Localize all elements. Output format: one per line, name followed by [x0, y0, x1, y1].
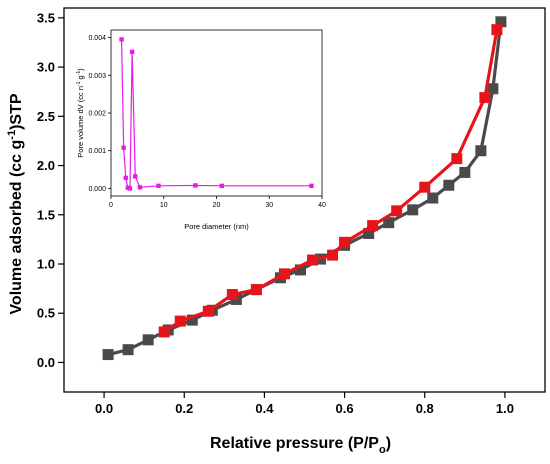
data-point — [427, 192, 439, 204]
x-axis-label-end: ) — [386, 435, 391, 452]
data-point — [339, 236, 351, 248]
data-point — [419, 181, 431, 193]
inset-data-point — [121, 145, 126, 150]
inset-data-point — [127, 186, 133, 191]
data-point — [250, 284, 262, 296]
data-point — [158, 326, 170, 338]
data-point — [202, 305, 214, 317]
main-plot: 0.0 0.2 0.4 0.6 0.8 1.0 0.0 0.5 1.0 1.5 2.0 2.5 3.0 3… — [6, 7, 546, 456]
x-tick-label: 0.0 — [95, 401, 113, 416]
data-point — [443, 179, 455, 191]
inset-data-point — [129, 49, 135, 55]
inset-x-tick-label: 30 — [265, 202, 273, 209]
y-tick-label: 2.0 — [37, 158, 55, 173]
inset-y-tick-label: 0.002 — [88, 111, 106, 118]
y-tick-label: 0.5 — [37, 306, 55, 321]
data-point — [142, 334, 154, 346]
x-tick-label: 0.4 — [255, 401, 274, 416]
y-tick-label: 1.0 — [37, 257, 55, 272]
inset-data-point — [156, 183, 161, 189]
data-point — [407, 204, 419, 216]
inset-y-axis-label-sup2: -1 — [76, 71, 82, 76]
inset-y-axis-label-mid: g — [76, 75, 85, 81]
x-tick-label: 0.6 — [336, 401, 354, 416]
data-point — [491, 24, 503, 36]
data-point — [475, 145, 487, 157]
y-tick-label: 0.0 — [37, 355, 55, 370]
inset-data-point — [119, 37, 124, 42]
data-point — [383, 217, 395, 229]
y-axis-label: Volume adsorbed (cc g-1)STP — [6, 93, 25, 314]
data-point — [363, 227, 375, 239]
data-point — [451, 153, 463, 165]
inset-y-tick-label: 0.004 — [88, 35, 106, 42]
inset-data-point — [193, 183, 198, 188]
data-point — [495, 16, 507, 28]
inset-y-axis-label-sup1: -1 — [76, 81, 82, 86]
y-tick-label: 1.5 — [37, 207, 55, 222]
inset-y-axis-label: Pore volume dV (cc n-1 g-1) — [76, 68, 85, 158]
x-axis-label-text: Relative pressure (P/P — [210, 435, 379, 452]
data-point — [327, 249, 339, 261]
inset-x-tick-label: 0 — [109, 202, 113, 209]
inset-x-axis-label: Pore diameter (nm) — [184, 222, 249, 231]
data-point — [367, 220, 379, 232]
inset-frame — [110, 29, 323, 197]
data-point — [278, 268, 290, 280]
data-point — [122, 344, 134, 356]
inset-y-tick-label: 0.000 — [88, 186, 106, 193]
inset-plot: 0 10 20 30 40 0.000 0.001 0.002 0.003 0.004 Pore d… — [76, 29, 326, 231]
data-point — [391, 205, 403, 217]
inset-y-axis-label-text: Pore volume dV (cc n — [76, 86, 85, 158]
inset-x-tick-label: 20 — [213, 202, 221, 209]
inset-data-point — [133, 174, 138, 179]
inset-y-axis-label-end: ) — [76, 68, 85, 71]
inset-y-tick-label: 0.003 — [88, 73, 106, 80]
y-axis-label-text: Volume adsorbed (cc g — [8, 140, 25, 315]
y-axis-label-sup: -1 — [6, 130, 18, 140]
x-tick-label: 0.2 — [175, 401, 193, 416]
x-axis-label: Relative pressure (P/Po) — [210, 435, 391, 456]
data-point — [294, 264, 306, 276]
data-point — [307, 254, 319, 266]
y-tick-label: 3.0 — [37, 60, 55, 75]
data-point — [459, 166, 471, 178]
data-point — [174, 315, 186, 327]
data-point — [479, 92, 491, 104]
data-point — [226, 289, 238, 301]
y-tick-label: 2.5 — [37, 109, 55, 124]
inset-x-tick-label: 10 — [160, 202, 168, 209]
data-point — [487, 83, 499, 95]
inset-data-point — [309, 183, 314, 189]
inset-data-point — [137, 185, 143, 190]
inset-data-point — [123, 175, 128, 181]
x-tick-label: 0.8 — [416, 401, 434, 416]
inset-series-line-0 — [120, 39, 312, 190]
y-tick-label: 3.5 — [37, 10, 55, 25]
inset-x-tick-label: 40 — [318, 202, 326, 209]
plot-frame — [63, 7, 546, 393]
y-axis-label-end: )STP — [8, 93, 25, 130]
x-tick-label: 1.0 — [496, 401, 514, 416]
data-point — [186, 314, 198, 326]
inset-data-point — [219, 183, 224, 189]
inset-y-tick-label: 0.001 — [88, 148, 106, 155]
data-point — [102, 349, 114, 361]
x-axis-label-sub: o — [379, 444, 386, 456]
